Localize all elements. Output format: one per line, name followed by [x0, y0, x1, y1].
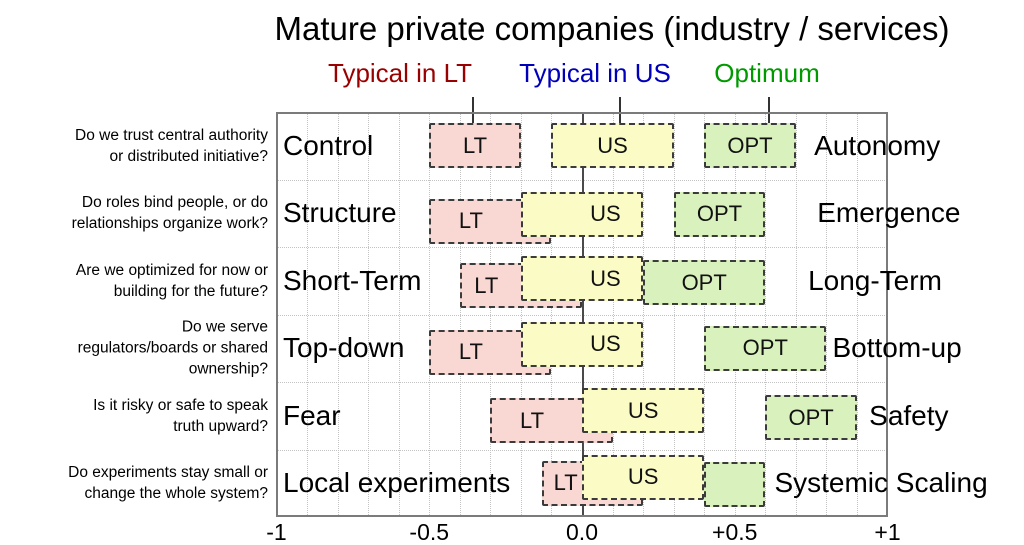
- legend-item-typical-lt: Typical in LT: [327, 58, 473, 88]
- range-box-lt: LT: [429, 123, 521, 169]
- question-line: Do roles bind people, or do: [81, 194, 268, 212]
- range-box-opt: OPT: [704, 325, 827, 371]
- legend-leader-line: [472, 97, 475, 136]
- row-left-label-top-down: Top-down: [283, 332, 405, 364]
- range-box-label: LT: [474, 272, 499, 298]
- range-box-label: US: [627, 397, 659, 423]
- question-line: Are we optimized for now or: [75, 261, 268, 279]
- range-box-label: OPT: [727, 132, 773, 158]
- range-box-label: LT: [520, 407, 545, 433]
- range-box-us: US: [582, 388, 705, 434]
- row-question: Is it risky or safe to speak truth upward…: [93, 395, 268, 437]
- chart-title: Mature private companies (industry / ser…: [274, 10, 950, 47]
- question-line: change the whole system?: [84, 485, 268, 503]
- question-line: or distributed initiative?: [109, 147, 268, 165]
- question-line: truth upward?: [173, 417, 268, 435]
- row-right-label-emergence: Emergence: [817, 197, 961, 229]
- row-right-label-bottom-up: Bottom-up: [832, 332, 962, 364]
- x-axis-tick-+1: +1: [874, 519, 901, 545]
- range-box-opt: OPT: [704, 123, 796, 169]
- range-box-us: US: [582, 454, 705, 500]
- range-box-label: US: [627, 464, 659, 490]
- range-box-opt: OPT: [765, 395, 857, 441]
- range-box-label: US: [597, 132, 628, 158]
- x-axis-tick--0.5: -0.5: [409, 519, 450, 545]
- x-axis-tick-+0.5: +0.5: [712, 519, 758, 545]
- range-box-opt: OPT: [673, 191, 766, 237]
- row-question: Do experiments stay small or change the w…: [68, 462, 268, 504]
- legend-leader-line: [618, 97, 621, 136]
- range-box-us: US: [520, 321, 644, 367]
- range-box-us: US: [551, 123, 674, 169]
- question-line: Do we trust central authority: [75, 126, 268, 144]
- row-right-label-safety: Safety: [869, 399, 949, 431]
- question-line: Do experiments stay small or: [68, 464, 268, 482]
- row-question: Do we trust central authority or distribu…: [75, 125, 268, 167]
- question-line: Is it risky or safe to speak: [93, 396, 268, 414]
- row-left-label-local-experiments: Local experiments: [283, 467, 511, 499]
- row-left-label-structure: Structure: [283, 197, 397, 229]
- x-axis-tick-0.0: 0.0: [566, 519, 598, 545]
- row-left-label-fear: Fear: [283, 399, 341, 431]
- range-box-opt: [704, 461, 766, 507]
- row-right-label-autonomy: Autonomy: [814, 129, 941, 161]
- row-right-label-systemic-scaling: Systemic Scaling: [774, 467, 988, 499]
- range-box-us: US: [520, 191, 644, 237]
- range-box-label: LT: [463, 132, 488, 158]
- question-line: ownership?: [188, 360, 268, 378]
- range-box-label: OPT: [696, 201, 743, 227]
- range-box-label: LT: [458, 339, 483, 365]
- range-box-label: OPT: [742, 335, 788, 361]
- question-line: Do we serve: [181, 318, 268, 336]
- range-box-label: OPT: [681, 269, 727, 295]
- range-box-label: LT: [458, 208, 483, 234]
- question-line: regulators/boards or shared: [77, 339, 268, 357]
- legend-item-typical-us: Typical in US: [519, 58, 671, 88]
- range-box-us: US: [520, 256, 644, 302]
- question-line: building for the future?: [113, 282, 268, 300]
- range-box-label: US: [590, 201, 621, 227]
- question-line: relationships organize work?: [71, 215, 268, 233]
- range-box-label: US: [590, 331, 621, 357]
- legend-leader-line: [768, 97, 771, 136]
- row-left-label-control: Control: [283, 129, 374, 161]
- plot-border: [276, 112, 888, 517]
- range-box-label: OPT: [788, 404, 834, 430]
- x-axis-tick--1: -1: [266, 519, 287, 545]
- range-box-label: LT: [553, 470, 578, 496]
- row-right-label-long-term: Long-Term: [808, 264, 942, 296]
- legend-item-optimum: Optimum: [714, 58, 820, 88]
- range-box-opt: OPT: [643, 260, 766, 306]
- range-box-label: US: [590, 265, 621, 291]
- row-question: Do roles bind people, or do relationships…: [72, 192, 268, 234]
- row-question: Are we optimized for now or building for …: [76, 260, 268, 302]
- zero-axis-line: [582, 112, 584, 517]
- row-left-label-short-term: Short-Term: [283, 264, 422, 296]
- row-question: Do we serve regulators/boards or shared ow…: [78, 317, 268, 380]
